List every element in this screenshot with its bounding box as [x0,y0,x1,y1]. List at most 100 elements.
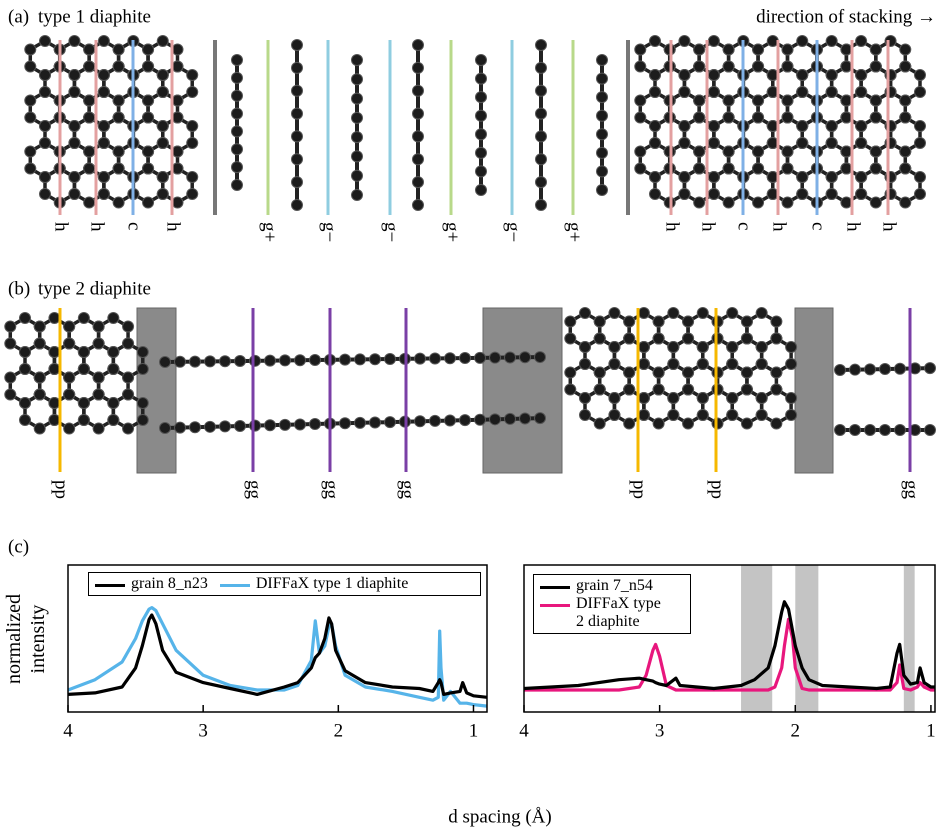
carbon-atom [597,110,608,121]
carbon-atom [594,367,605,378]
carbon-atom [900,112,911,123]
carbon-atom [413,62,424,73]
carbon-atom [635,95,646,106]
layer-label: h [698,222,719,232]
carbon-atom [64,321,75,332]
carbon-atom [49,313,60,324]
carbon-atom [723,163,734,174]
x-tick-label: 4 [63,720,73,741]
carbon-atom [413,85,424,96]
carbon-atom [708,70,719,81]
layer-label: c [734,222,755,230]
carbon-atom [756,410,767,421]
carbon-atom [476,55,487,66]
carbon-atom [123,389,134,400]
carbon-atom [113,197,124,208]
legend-swatch [220,584,250,587]
carbon-atom [137,415,148,426]
carbon-atom [694,146,705,157]
carbon-atom [708,121,719,132]
carbon-atom [292,154,303,165]
carbon-atom [650,138,661,149]
figure-canvas: (a) type 1 diaphite direction of stackin… [0,0,941,833]
carbon-atom [638,410,649,421]
carbon-atom [786,393,797,404]
carbon-atom [352,170,363,181]
x-tick-label: 3 [655,720,665,741]
carbon-atom [190,356,201,367]
carbon-atom [708,138,719,149]
carbon-atom [668,308,679,319]
carbon-atom [638,308,649,319]
carbon-atom [826,70,837,81]
carbon-atom [594,384,605,395]
carbon-atom [93,372,104,383]
carbon-atom [694,44,705,55]
interface-slab [137,308,176,473]
carbon-atom [771,384,782,395]
carbon-atom [25,163,36,174]
legend-item: grain 8_n23 [95,575,208,593]
carbon-atom [190,422,201,433]
carbon-atom [826,36,837,47]
carbon-atom [915,189,926,200]
carbon-atom [475,352,486,363]
carbon-atom [609,359,620,370]
carbon-atom [69,189,80,200]
carbon-atom [25,61,36,72]
carbon-atom [565,367,576,378]
carbon-atom [175,422,186,433]
carbon-atom [232,72,243,83]
carbon-atom [84,146,95,157]
carbon-atom [697,393,708,404]
carbon-atom [723,112,734,123]
carbon-atom [915,172,926,183]
carbon-atom [49,415,60,426]
carbon-atom [653,384,664,395]
carbon-atom [741,333,752,344]
x-tick-label: 2 [334,720,344,741]
carbon-atom [84,95,95,106]
carbon-atom [741,384,752,395]
carbon-atom [172,61,183,72]
carbon-atom [460,353,471,364]
carbon-atom [69,138,80,149]
carbon-atom [797,189,808,200]
carbon-atom [880,364,891,375]
carbon-atom [653,367,664,378]
carbon-atom [25,95,36,106]
carbon-atom [160,357,171,368]
carbon-atom [430,353,441,364]
carbon-atom [108,313,119,324]
carbon-atom [232,162,243,173]
carbon-atom [865,425,876,436]
layer-label: pp [51,480,72,499]
carbon-atom [723,197,734,208]
carbon-atom [856,189,867,200]
carbon-atom [597,166,608,177]
carbon-atom [782,95,793,106]
carbon-atom [370,417,381,428]
carbon-atom [187,172,198,183]
carbon-atom [413,108,424,119]
carbon-atom [856,172,867,183]
carbon-atom [835,425,846,436]
carbon-atom [490,352,501,363]
carbon-atom [535,413,546,424]
layer-label: h [769,222,790,232]
carbon-atom [220,421,231,432]
panel-title: type 1 diaphite [38,6,151,27]
carbon-atom [753,95,764,106]
carbon-atom [653,333,664,344]
x-tick-label: 4 [519,720,529,741]
carbon-atom [143,163,154,174]
carbon-atom [650,121,661,132]
carbon-atom [594,418,605,429]
carbon-atom [40,70,51,81]
carbon-atom [143,61,154,72]
carbon-atom [157,121,168,132]
carbon-atom [638,342,649,353]
carbon-atom [280,355,291,366]
carbon-atom [123,321,134,332]
